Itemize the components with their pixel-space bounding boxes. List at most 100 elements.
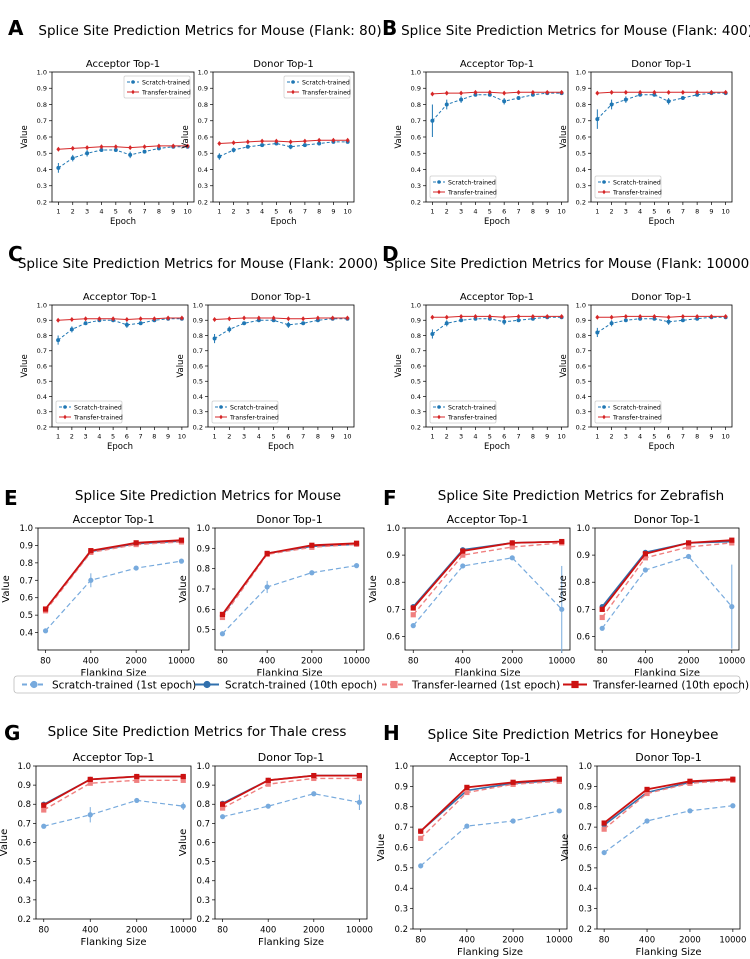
data-point bbox=[42, 628, 49, 634]
xtick-label: 8 bbox=[316, 433, 320, 441]
ytick-label: 0.9 bbox=[386, 551, 400, 561]
data-point bbox=[418, 828, 424, 834]
data-point bbox=[599, 614, 605, 621]
ytick-label: 0.6 bbox=[37, 133, 47, 141]
ytick-label: 0.3 bbox=[37, 182, 47, 190]
data-point bbox=[220, 814, 226, 820]
data-point bbox=[642, 551, 648, 557]
data-point bbox=[124, 316, 129, 322]
data-point bbox=[260, 143, 265, 148]
series-line-transfer-trained bbox=[219, 139, 348, 144]
subplot-b-acceptor: Acceptor Top-1 0.2 0.3 0.4 0.5 0.6 0.7 0.8 0.9 1.… bbox=[394, 59, 569, 227]
legend-swatch-marker bbox=[219, 414, 223, 420]
subplot-c-acceptor: Acceptor Top-1 0.2 0.3 0.4 0.5 0.6 0.7 0.8 0.9 1.… bbox=[20, 292, 189, 452]
data-point bbox=[85, 151, 90, 156]
ytick-label: 0.8 bbox=[576, 332, 586, 340]
ytick-label: 0.4 bbox=[394, 884, 408, 894]
ytick-label: 1.0 bbox=[37, 68, 47, 76]
series-line-transfer-learned-10th-epoch- bbox=[222, 774, 360, 806]
data-point bbox=[301, 316, 306, 322]
shared-legend-swatch-marker bbox=[203, 680, 211, 689]
ytick-label: 0.9 bbox=[37, 317, 47, 325]
data-point bbox=[242, 321, 247, 326]
ytick-label: 0.8 bbox=[576, 578, 590, 588]
data-point bbox=[69, 316, 74, 322]
shared-legend-label: Transfer-learned (10th epoch) bbox=[592, 679, 749, 691]
series-line-transfer-learned-10th-epoch- bbox=[221, 542, 357, 615]
xtick-label: 8 bbox=[695, 208, 699, 216]
data-point bbox=[353, 563, 360, 569]
data-point bbox=[220, 805, 226, 811]
data-point bbox=[545, 313, 550, 319]
data-point bbox=[723, 89, 728, 95]
data-point bbox=[644, 790, 650, 797]
ytick-label: 1.0 bbox=[386, 524, 400, 534]
data-point bbox=[41, 802, 47, 808]
ytick-label: 0.5 bbox=[196, 626, 210, 636]
data-point bbox=[134, 773, 140, 780]
data-point bbox=[302, 143, 307, 148]
ytick-label: 0.4 bbox=[576, 393, 586, 401]
subplot-title-a-donor: Donor Top-1 bbox=[253, 59, 313, 70]
xtick-label: 2 bbox=[445, 433, 449, 441]
xtick-label: 5 bbox=[488, 433, 492, 441]
data-point bbox=[487, 89, 492, 95]
xtick-label: 80 bbox=[415, 936, 426, 946]
xtick-label: 1 bbox=[56, 433, 60, 441]
xtick-label: 4 bbox=[97, 433, 101, 441]
xtick-label: 10000 bbox=[719, 936, 746, 946]
data-point bbox=[559, 606, 565, 612]
xtick-label: 80 bbox=[38, 926, 49, 936]
series-line-scratch-trained-1st-epoch- bbox=[412, 557, 563, 626]
data-point bbox=[356, 799, 362, 805]
ytick-label: 0.2 bbox=[394, 925, 408, 935]
data-point bbox=[638, 313, 643, 319]
data-point bbox=[134, 797, 140, 804]
xaxis-label-e-donor: Flanking Size bbox=[257, 668, 323, 679]
data-point bbox=[128, 145, 133, 151]
ytick-label: 0.8 bbox=[19, 559, 33, 569]
series-line-scratch-trained-1st-epoch- bbox=[45, 560, 182, 632]
legend-swatch-marker bbox=[602, 189, 606, 195]
ytick-label: 0.9 bbox=[198, 85, 208, 93]
xtick-label: 9 bbox=[166, 433, 170, 441]
xtick-label: 10 bbox=[557, 433, 565, 441]
ytick-label: 0.8 bbox=[576, 101, 586, 109]
yaxis-label-d-acceptor: Value bbox=[394, 354, 404, 377]
data-point bbox=[444, 102, 449, 107]
legend-c-acceptor: Scratch-trained Transfer-trained bbox=[55, 400, 123, 424]
xtick-label: 400 bbox=[260, 926, 276, 936]
ytick-label: 0.4 bbox=[37, 166, 47, 174]
data-point bbox=[133, 540, 139, 546]
series-line-scratch-trained-10th-epoch- bbox=[601, 540, 732, 608]
ytick-label: 0.7 bbox=[198, 117, 208, 125]
xtick-label: 3 bbox=[459, 208, 463, 216]
xtick-label: 9 bbox=[171, 208, 175, 216]
ytick-label: 0.4 bbox=[576, 166, 586, 174]
series-line-transfer-learned-1st-epoch- bbox=[43, 779, 184, 811]
ytick-label: 0.6 bbox=[193, 362, 203, 370]
ytick-label: 0.3 bbox=[17, 896, 31, 906]
ytick-label: 0.9 bbox=[411, 317, 421, 325]
series-line-scratch-trained bbox=[214, 318, 348, 339]
xaxis-label-g-donor: Flanking Size bbox=[258, 937, 324, 948]
data-point bbox=[88, 548, 94, 554]
series-line-transfer-learned-10th-epoch- bbox=[44, 539, 182, 610]
data-point bbox=[88, 577, 94, 583]
data-point bbox=[138, 321, 143, 326]
data-point bbox=[687, 808, 693, 814]
xtick-label: 8 bbox=[152, 433, 156, 441]
data-point bbox=[459, 97, 464, 102]
data-point bbox=[642, 555, 648, 561]
series-line-transfer-learned-10th-epoch- bbox=[412, 540, 562, 609]
data-point bbox=[99, 144, 104, 150]
data-point bbox=[180, 773, 186, 780]
legend-a-donor: Scratch-trained Transfer-trained bbox=[283, 75, 351, 99]
data-point bbox=[311, 775, 317, 782]
xtick-label: 10000 bbox=[718, 657, 745, 667]
xtick-label: 10 bbox=[557, 208, 565, 216]
ytick-label: 0.5 bbox=[576, 378, 586, 386]
panel-title-a: Splice Site Prediction Metrics for Mouse… bbox=[38, 23, 381, 39]
shared-legend-swatch-marker bbox=[390, 680, 398, 689]
xtick-label: 5 bbox=[272, 433, 276, 441]
